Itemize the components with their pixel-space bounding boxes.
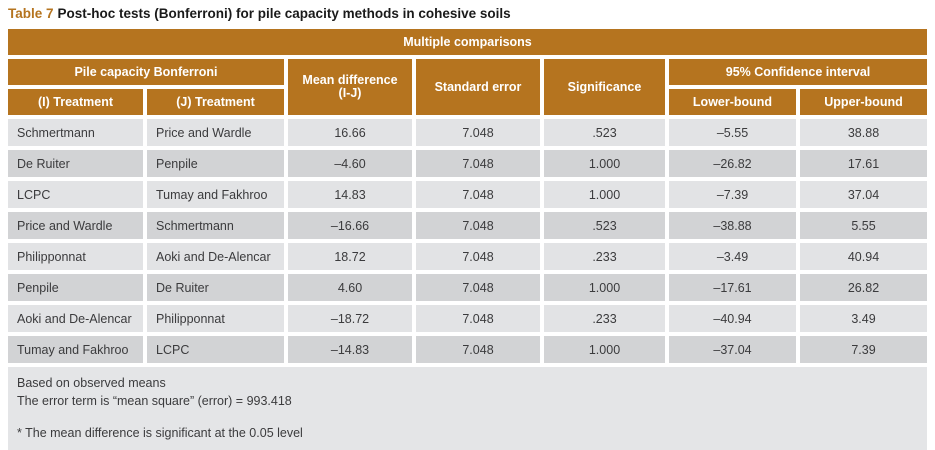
header-mean-difference-line1: Mean difference: [302, 73, 398, 87]
cell-upper-bound: 37.04: [800, 181, 927, 208]
cell-lower-bound: –7.39: [669, 181, 796, 208]
table-banner: Multiple comparisons: [8, 29, 927, 55]
cell-upper-bound: 7.39: [800, 336, 927, 363]
cell-i-treatment: LCPC: [8, 181, 143, 208]
cell-upper-bound: 38.88: [800, 119, 927, 146]
table-title-text: Post-hoc tests (Bonferroni) for pile cap…: [57, 6, 511, 21]
cell-j-treatment: Penpile: [147, 150, 284, 177]
footnote-observed-means: Based on observed means: [17, 376, 166, 390]
header-mean-difference: Mean difference (I-J): [288, 59, 412, 115]
cell-upper-bound: 3.49: [800, 305, 927, 332]
header-upper-bound: Upper-bound: [800, 89, 927, 115]
header-mean-difference-line2: (I-J): [338, 86, 362, 100]
cell-lower-bound: –37.04: [669, 336, 796, 363]
cell-i-treatment: Aoki and De-Alencar: [8, 305, 143, 332]
cell-standard-error: 7.048: [416, 243, 540, 270]
header-standard-error: Standard error: [416, 59, 540, 115]
cell-upper-bound: 17.61: [800, 150, 927, 177]
cell-lower-bound: –38.88: [669, 212, 796, 239]
table-row: Penpile De Ruiter 4.60 7.048 1.000 –17.6…: [8, 274, 927, 301]
table-row: Philipponnat Aoki and De-Alencar 18.72 7…: [8, 243, 927, 270]
table-row: Schmertmann Price and Wardle 16.66 7.048…: [8, 119, 927, 146]
cell-lower-bound: –26.82: [669, 150, 796, 177]
comparison-table: Multiple comparisons Pile capacity Bonfe…: [8, 29, 927, 450]
header-significance: Significance: [544, 59, 665, 115]
header-i-treatment: (I) Treatment: [8, 89, 143, 115]
cell-mean-difference: –18.72: [288, 305, 412, 332]
cell-standard-error: 7.048: [416, 212, 540, 239]
footnote-error-term: The error term is “mean square” (error) …: [17, 394, 292, 408]
cell-i-treatment: De Ruiter: [8, 150, 143, 177]
cell-significance: .233: [544, 305, 665, 332]
cell-j-treatment: LCPC: [147, 336, 284, 363]
cell-j-treatment: De Ruiter: [147, 274, 284, 301]
cell-i-treatment: Price and Wardle: [8, 212, 143, 239]
cell-mean-difference: 18.72: [288, 243, 412, 270]
table-row: De Ruiter Penpile –4.60 7.048 1.000 –26.…: [8, 150, 927, 177]
table-caption: Table 7 Post-hoc tests (Bonferroni) for p…: [8, 4, 927, 24]
header-j-treatment: (J) Treatment: [147, 89, 284, 115]
table-number-label: Table 7: [8, 6, 54, 21]
cell-lower-bound: –40.94: [669, 305, 796, 332]
table-footnotes: Based on observed means The error term i…: [8, 367, 927, 450]
cell-upper-bound: 40.94: [800, 243, 927, 270]
table-row: Aoki and De-Alencar Philipponnat –18.72 …: [8, 305, 927, 332]
cell-significance: 1.000: [544, 336, 665, 363]
header-confidence-interval: 95% Confidence interval: [669, 59, 927, 85]
header-pile-capacity-bonferroni: Pile capacity Bonferroni: [8, 59, 284, 85]
cell-upper-bound: 26.82: [800, 274, 927, 301]
table-row: Price and Wardle Schmertmann –16.66 7.04…: [8, 212, 927, 239]
table-row: LCPC Tumay and Fakhroo 14.83 7.048 1.000…: [8, 181, 927, 208]
table-header: Pile capacity Bonferroni Mean difference…: [8, 59, 927, 115]
cell-standard-error: 7.048: [416, 119, 540, 146]
cell-i-treatment: Penpile: [8, 274, 143, 301]
cell-upper-bound: 5.55: [800, 212, 927, 239]
cell-standard-error: 7.048: [416, 150, 540, 177]
cell-lower-bound: –3.49: [669, 243, 796, 270]
cell-mean-difference: 14.83: [288, 181, 412, 208]
cell-j-treatment: Schmertmann: [147, 212, 284, 239]
cell-standard-error: 7.048: [416, 181, 540, 208]
cell-lower-bound: –5.55: [669, 119, 796, 146]
cell-standard-error: 7.048: [416, 274, 540, 301]
cell-significance: 1.000: [544, 181, 665, 208]
cell-significance: .233: [544, 243, 665, 270]
cell-significance: 1.000: [544, 150, 665, 177]
cell-i-treatment: Philipponnat: [8, 243, 143, 270]
header-lower-bound: Lower-bound: [669, 89, 796, 115]
cell-j-treatment: Price and Wardle: [147, 119, 284, 146]
cell-standard-error: 7.048: [416, 305, 540, 332]
cell-j-treatment: Aoki and De-Alencar: [147, 243, 284, 270]
cell-mean-difference: –4.60: [288, 150, 412, 177]
footnote-significance-level: * The mean difference is significant at …: [17, 426, 303, 440]
cell-significance: 1.000: [544, 274, 665, 301]
cell-significance: .523: [544, 212, 665, 239]
cell-lower-bound: –17.61: [669, 274, 796, 301]
cell-j-treatment: Philipponnat: [147, 305, 284, 332]
cell-mean-difference: –16.66: [288, 212, 412, 239]
cell-mean-difference: 16.66: [288, 119, 412, 146]
cell-mean-difference: 4.60: [288, 274, 412, 301]
cell-i-treatment: Schmertmann: [8, 119, 143, 146]
table-row: Tumay and Fakhroo LCPC –14.83 7.048 1.00…: [8, 336, 927, 363]
cell-standard-error: 7.048: [416, 336, 540, 363]
cell-j-treatment: Tumay and Fakhroo: [147, 181, 284, 208]
cell-i-treatment: Tumay and Fakhroo: [8, 336, 143, 363]
cell-mean-difference: –14.83: [288, 336, 412, 363]
cell-significance: .523: [544, 119, 665, 146]
